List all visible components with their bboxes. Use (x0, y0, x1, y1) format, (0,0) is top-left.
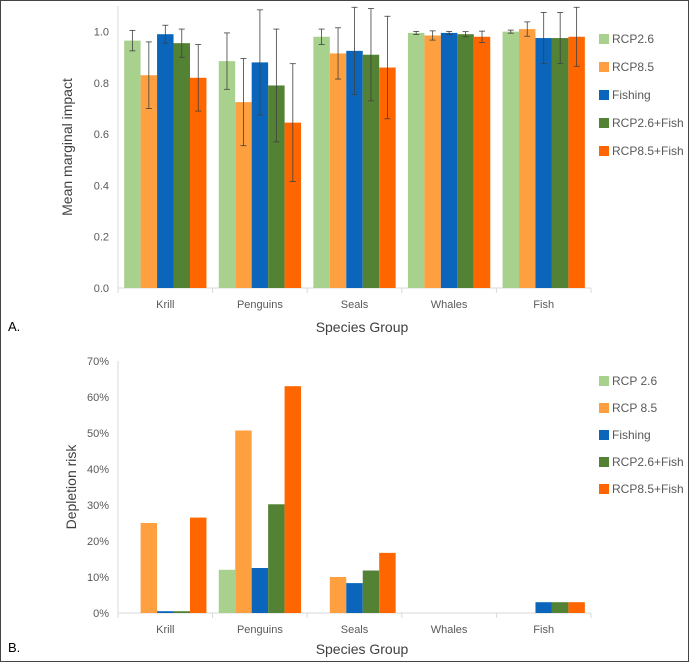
y-axis-title: Mean marginal impact (59, 78, 75, 216)
y-tick-label: 0.6 (94, 129, 109, 141)
legend-label: RCP 2.6 (612, 374, 657, 388)
legend-swatch (599, 484, 609, 494)
legend-label: RCP2.6+Fish (612, 455, 684, 469)
bar-krill-3 (173, 43, 190, 288)
legend-label: RCP8.5+Fish (612, 144, 684, 158)
y-tick-label: 0.0 (94, 283, 109, 295)
bar-whales-2 (440, 32, 458, 288)
x-tick-label: Fish (533, 624, 554, 636)
bar-seals-1 (329, 53, 347, 288)
bar-seals-4 (379, 552, 396, 613)
bar-fish-3 (551, 602, 569, 613)
x-tick-label: Penguins (237, 299, 283, 311)
x-tick-label: Krill (156, 299, 174, 311)
y-tick-label: 70% (87, 356, 109, 368)
bar-fish-3 (551, 38, 569, 288)
y-tick-label: 1.0 (94, 27, 109, 39)
legend-label: RCP8.5+Fish (612, 482, 684, 496)
bar-krill-3 (173, 611, 190, 613)
bar-penguins-0 (218, 61, 236, 289)
y-tick-label: 0.4 (94, 180, 109, 192)
x-tick-label: Seals (341, 299, 369, 311)
x-tick-label: Krill (156, 624, 174, 636)
legend-swatch (599, 146, 609, 156)
bar-whales-0 (407, 32, 425, 288)
x-tick-label: Whales (431, 299, 468, 311)
bar-seals-4 (379, 67, 396, 288)
bar-krill-4 (189, 77, 207, 288)
bar-penguins-2 (251, 62, 269, 289)
legend-swatch (599, 457, 609, 467)
bar-seals-2 (346, 583, 363, 613)
y-tick-label: 60% (87, 392, 109, 404)
legend-label: RCP 8.5 (612, 401, 657, 415)
x-axis-title: Species Group (316, 641, 409, 657)
bar-seals-3 (362, 570, 380, 613)
bar-whales-4 (473, 36, 491, 288)
legend-label: RCP2.6+Fish (612, 116, 684, 130)
y-tick-label: 20% (87, 536, 109, 548)
panel-label: A. (8, 319, 20, 334)
bar-fish-0 (502, 31, 520, 289)
legend-swatch (599, 34, 609, 44)
bar-whales-1 (424, 35, 441, 289)
bar-penguins-1 (235, 430, 252, 613)
bar-fish-4 (568, 36, 585, 288)
legend-swatch (599, 118, 609, 128)
y-tick-label: 40% (87, 464, 109, 476)
bar-seals-1 (329, 577, 347, 613)
bar-krill-2 (157, 611, 174, 613)
y-axis-title: Depletion risk (63, 444, 79, 530)
y-tick-label: 30% (87, 500, 109, 512)
bar-fish-4 (568, 602, 585, 613)
bar-krill-4 (189, 517, 207, 613)
legend-label: Fishing (612, 428, 651, 442)
bar-seals-0 (313, 36, 330, 288)
bar-penguins-4 (284, 122, 302, 289)
y-tick-label: 0.8 (94, 78, 109, 90)
x-axis-title: Species Group (316, 319, 409, 335)
legend-label: RCP8.5 (612, 60, 654, 74)
bar-krill-1 (140, 75, 158, 288)
bar-fish-2 (535, 602, 552, 613)
y-tick-label: 10% (87, 572, 109, 584)
legend-label: RCP2.6 (612, 32, 654, 46)
legend-label: Fishing (612, 88, 651, 102)
legend-swatch (599, 403, 609, 413)
bar-penguins-1 (235, 102, 252, 289)
bar-penguins-2 (251, 568, 269, 613)
bar-krill-1 (140, 523, 158, 613)
x-tick-label: Whales (431, 624, 468, 636)
bar-krill-2 (157, 34, 174, 289)
y-tick-label: 0% (93, 608, 109, 620)
legend-swatch (599, 62, 609, 72)
legend-swatch (599, 90, 609, 100)
x-tick-label: Fish (533, 299, 554, 311)
bar-penguins-0 (218, 569, 236, 613)
x-tick-label: Seals (341, 624, 369, 636)
bar-whales-3 (457, 34, 474, 289)
legend-swatch (599, 430, 609, 440)
legend-swatch (599, 376, 609, 386)
bar-krill-0 (124, 40, 141, 288)
bar-penguins-3 (268, 85, 285, 289)
bar-fish-1 (519, 29, 536, 289)
bar-seals-3 (362, 54, 380, 288)
panel-label: B. (8, 640, 20, 655)
x-tick-label: Penguins (237, 624, 283, 636)
bar-seals-2 (346, 50, 363, 289)
bar-penguins-3 (268, 504, 285, 613)
y-tick-label: 50% (87, 428, 109, 440)
y-tick-label: 0.2 (94, 232, 109, 244)
bar-penguins-4 (284, 386, 302, 613)
bar-fish-2 (535, 38, 552, 288)
